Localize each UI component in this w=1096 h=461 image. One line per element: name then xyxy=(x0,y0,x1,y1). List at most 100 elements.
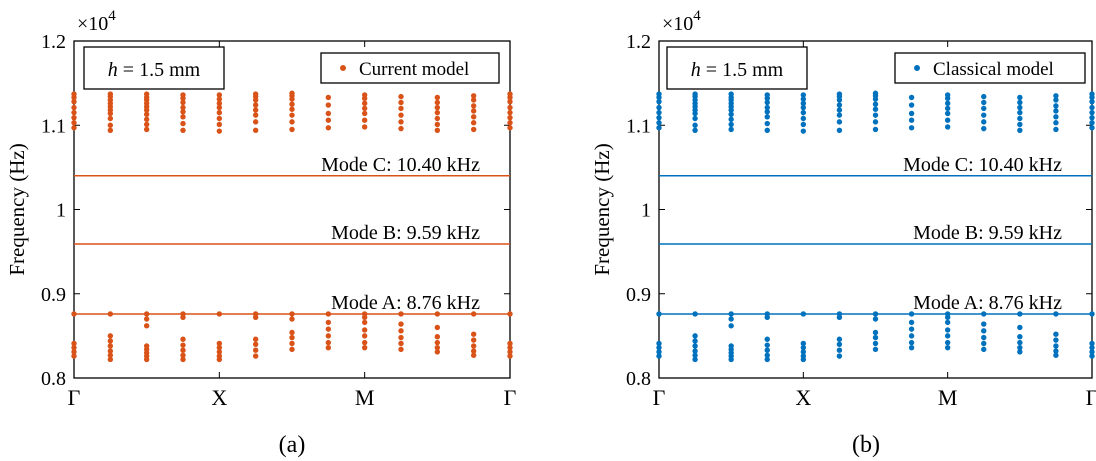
data-point xyxy=(1053,352,1059,358)
data-point xyxy=(180,127,186,134)
y-tick-label: 0.9 xyxy=(41,284,66,306)
data-point xyxy=(434,127,441,134)
data-point xyxy=(1089,125,1095,131)
data-point xyxy=(836,102,843,108)
data-point xyxy=(800,92,807,98)
data-point xyxy=(872,329,879,336)
data-point xyxy=(800,349,807,355)
data-point xyxy=(1053,331,1059,337)
data-point xyxy=(728,343,734,349)
data-point xyxy=(872,112,879,118)
y-axis-multiplier-exponent: 4 xyxy=(108,8,116,24)
panel-label: (a) xyxy=(279,432,306,458)
data-point xyxy=(944,117,951,123)
data-point xyxy=(71,344,77,351)
data-point xyxy=(507,91,513,97)
data-point xyxy=(325,117,332,123)
data-point xyxy=(252,107,259,113)
data-point xyxy=(507,109,513,116)
data-point xyxy=(728,126,734,133)
data-point xyxy=(981,112,987,118)
data-point xyxy=(908,326,915,332)
thickness-variable: h xyxy=(108,59,118,81)
data-point xyxy=(398,321,404,327)
data-point xyxy=(398,334,404,341)
chart-panel-a: 0.8 0.9 1 1.1 1.2 Γ X M Γ ×104 Frequency (Hz) Mode … xyxy=(5,8,517,458)
data-point xyxy=(434,109,441,116)
data-point xyxy=(764,336,770,342)
data-point xyxy=(107,333,114,339)
legend-box xyxy=(894,52,1086,84)
data-point xyxy=(1089,120,1095,126)
data-point xyxy=(325,94,332,101)
data-point xyxy=(981,328,987,334)
data-point xyxy=(1053,343,1059,349)
thickness-label: h = 1.5 mm xyxy=(691,59,784,81)
data-point xyxy=(398,105,404,112)
data-point xyxy=(470,126,477,133)
x-tick-label: M xyxy=(355,385,375,410)
data-point xyxy=(289,340,295,347)
data-point xyxy=(289,112,295,118)
data-point xyxy=(981,334,987,341)
data-point xyxy=(981,99,987,106)
data-point xyxy=(216,340,223,347)
data-point xyxy=(470,97,477,103)
mode-label: Mode B: 9.59 kHz xyxy=(913,222,1062,244)
data-point xyxy=(180,356,186,363)
data-point xyxy=(361,319,368,326)
x-tick-label: Γ xyxy=(68,385,81,410)
data-point xyxy=(325,333,332,339)
data-point xyxy=(981,93,987,100)
data-point xyxy=(216,109,223,116)
y-axis-multiplier: ×104 xyxy=(662,8,701,35)
data-point xyxy=(764,120,770,127)
data-point xyxy=(1089,349,1095,355)
data-point xyxy=(180,347,186,353)
data-point xyxy=(656,353,662,359)
data-point xyxy=(908,311,915,317)
data-point xyxy=(361,327,368,333)
data-point xyxy=(361,100,368,107)
data-point xyxy=(944,124,951,130)
data-point xyxy=(764,352,770,358)
data-point xyxy=(764,342,770,348)
data-point xyxy=(107,122,114,128)
data-point xyxy=(180,336,186,342)
data-point xyxy=(325,344,332,351)
data-point xyxy=(143,311,150,317)
data-point xyxy=(656,344,662,351)
data-point xyxy=(398,311,404,317)
data-point xyxy=(836,347,843,353)
data-point xyxy=(216,344,223,351)
panel-label: (b) xyxy=(852,432,880,458)
data-point xyxy=(981,105,987,112)
data-point xyxy=(325,339,332,346)
data-point xyxy=(180,114,186,120)
data-point xyxy=(1053,311,1059,317)
chart-panel-b: 0.8 0.9 1 1.1 1.2 Γ X M Γ ×104 Frequency (Hz) Mode … xyxy=(590,8,1096,458)
data-point xyxy=(325,125,332,131)
data-point xyxy=(71,353,77,359)
data-point xyxy=(143,121,150,128)
data-point xyxy=(289,101,295,107)
data-point xyxy=(252,336,259,342)
data-point xyxy=(981,311,987,317)
data-point xyxy=(944,319,951,326)
data-point xyxy=(872,106,879,112)
data-point xyxy=(470,343,477,349)
data-point xyxy=(800,128,807,134)
data-point xyxy=(800,104,807,111)
mode-label: Mode A: 8.76 kHz xyxy=(331,292,480,314)
data-point xyxy=(800,100,807,107)
data-point xyxy=(325,326,332,332)
data-point xyxy=(872,311,879,317)
data-point xyxy=(656,114,662,121)
data-point xyxy=(692,127,698,134)
y-axis-label: Frequency (Hz) xyxy=(5,143,29,275)
data-point xyxy=(325,110,332,117)
data-point xyxy=(361,110,368,117)
data-point xyxy=(800,353,807,359)
data-point xyxy=(656,349,662,355)
data-point xyxy=(470,120,477,126)
